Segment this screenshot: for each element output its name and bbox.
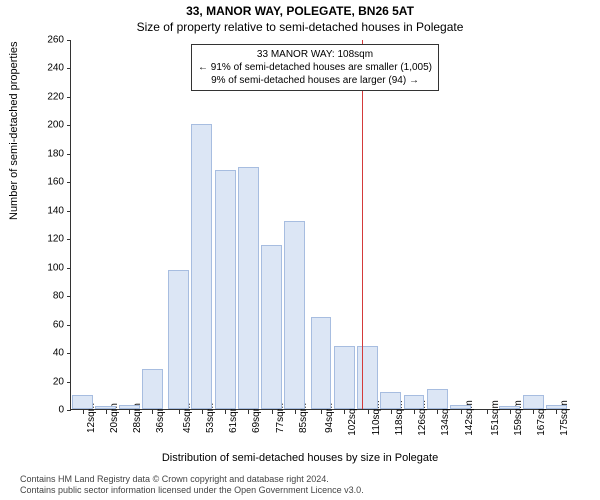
histogram-bar [168, 270, 189, 409]
x-tick-mark [487, 410, 488, 414]
x-tick-mark [202, 410, 203, 414]
y-tick-label: 240 [24, 63, 64, 74]
y-tick-mark [67, 154, 71, 155]
page-title: 33, MANOR WAY, POLEGATE, BN26 5AT [0, 0, 600, 18]
histogram-bar [119, 405, 140, 409]
x-tick-mark [225, 410, 226, 414]
histogram-bar [238, 167, 259, 409]
histogram-bar [427, 389, 448, 409]
x-tick-mark [152, 410, 153, 414]
histogram-bar [215, 170, 236, 409]
page-subtitle: Size of property relative to semi-detach… [0, 18, 600, 36]
y-tick-mark [67, 97, 71, 98]
annotation-line-2: ← 91% of semi-detached houses are smalle… [198, 61, 432, 74]
histogram-bar [334, 346, 355, 409]
x-axis-label: Distribution of semi-detached houses by … [0, 452, 600, 464]
plot-area: 12sqm20sqm28sqm36sqm45sqm53sqm61sqm69sqm… [70, 40, 570, 410]
histogram-bar [142, 369, 163, 409]
y-tick-label: 200 [24, 120, 64, 131]
x-tick-mark [272, 410, 273, 414]
y-tick-label: 0 [24, 405, 64, 416]
histogram-bar [311, 317, 332, 410]
y-axis-label: Number of semi-detached properties [8, 41, 20, 220]
x-tick-mark [533, 410, 534, 414]
histogram-bar [191, 124, 212, 409]
y-tick-label: 20 [24, 376, 64, 387]
y-tick-mark [67, 182, 71, 183]
histogram-bar [284, 221, 305, 409]
x-tick-mark [556, 410, 557, 414]
y-tick-label: 160 [24, 177, 64, 188]
y-tick-mark [67, 211, 71, 212]
histogram-bar [523, 395, 544, 409]
y-tick-label: 80 [24, 291, 64, 302]
y-tick-mark [67, 125, 71, 126]
y-tick-mark [67, 268, 71, 269]
annotation-line-1: 33 MANOR WAY: 108sqm [198, 48, 432, 61]
x-tick-mark [321, 410, 322, 414]
y-tick-mark [67, 296, 71, 297]
marker-line [362, 40, 363, 409]
x-tick-mark [106, 410, 107, 414]
histogram-chart: 12sqm20sqm28sqm36sqm45sqm53sqm61sqm69sqm… [70, 40, 570, 410]
y-tick-mark [67, 410, 71, 411]
x-tick-mark [414, 410, 415, 414]
y-tick-label: 60 [24, 319, 64, 330]
y-tick-mark [67, 325, 71, 326]
x-tick-mark [368, 410, 369, 414]
x-tick-mark [437, 410, 438, 414]
x-tick-mark [248, 410, 249, 414]
histogram-bar [95, 406, 116, 409]
histogram-bar [499, 406, 520, 409]
y-tick-label: 140 [24, 205, 64, 216]
x-tick-mark [179, 410, 180, 414]
y-tick-label: 100 [24, 262, 64, 273]
histogram-bar [546, 405, 567, 409]
copyright-line-1: Contains HM Land Registry data © Crown c… [20, 474, 364, 485]
x-tick-mark [129, 410, 130, 414]
y-tick-label: 220 [24, 91, 64, 102]
histogram-bar [72, 395, 93, 409]
y-tick-label: 120 [24, 234, 64, 245]
histogram-bar [380, 392, 401, 409]
copyright-text: Contains HM Land Registry data © Crown c… [20, 474, 364, 497]
x-tick-mark [295, 410, 296, 414]
y-tick-label: 180 [24, 148, 64, 159]
y-tick-mark [67, 353, 71, 354]
histogram-bar [450, 405, 471, 409]
x-tick-mark [510, 410, 511, 414]
x-tick-mark [83, 410, 84, 414]
y-tick-mark [67, 382, 71, 383]
x-tick-mark [391, 410, 392, 414]
y-tick-label: 260 [24, 35, 64, 46]
x-tick-mark [461, 410, 462, 414]
histogram-bar [404, 395, 425, 409]
histogram-bar [357, 346, 378, 409]
histogram-bar [261, 245, 282, 409]
x-tick-mark [344, 410, 345, 414]
y-tick-mark [67, 239, 71, 240]
annotation-box: 33 MANOR WAY: 108sqm← 91% of semi-detach… [191, 44, 439, 91]
annotation-line-3: 9% of semi-detached houses are larger (9… [198, 74, 432, 87]
y-tick-mark [67, 68, 71, 69]
y-tick-label: 40 [24, 348, 64, 359]
copyright-line-2: Contains public sector information licen… [20, 485, 364, 496]
y-tick-mark [67, 40, 71, 41]
